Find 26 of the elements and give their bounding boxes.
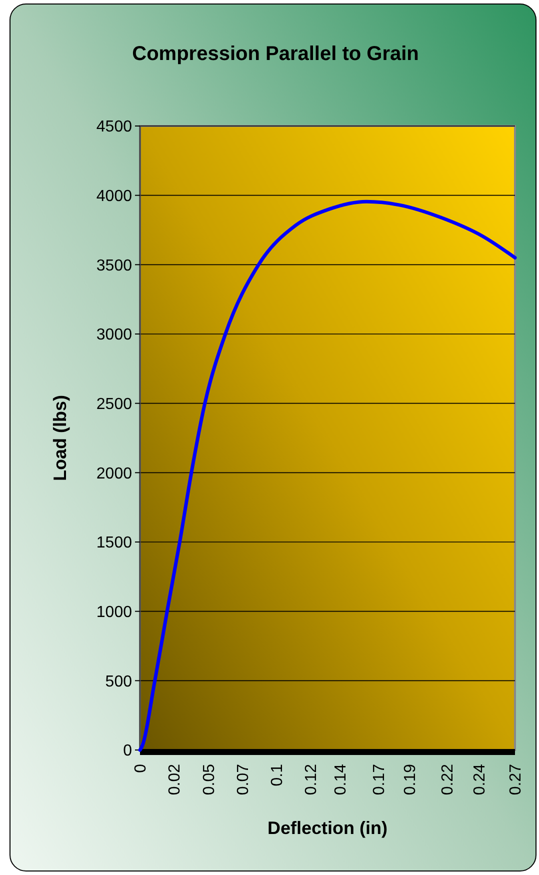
x-tick-label: 0.27 bbox=[508, 764, 525, 796]
x-tick-label: 0.07 bbox=[234, 764, 252, 796]
chart-title: Compression Parallel to Grain bbox=[132, 43, 419, 65]
y-axis-title: Load (lbs) bbox=[50, 395, 70, 481]
line-series bbox=[138, 200, 517, 752]
x-tick-label: 0.17 bbox=[371, 764, 388, 796]
y-tick-label: 4000 bbox=[96, 188, 132, 205]
y-tick-label: 2500 bbox=[96, 396, 132, 413]
x-tick-label: 0.02 bbox=[166, 764, 184, 796]
y-tick-label: 4500 bbox=[96, 118, 132, 136]
x-axis-title: Deflection (in) bbox=[268, 818, 388, 838]
y-tick-label: 500 bbox=[105, 673, 132, 690]
x-tick-label: 0.05 bbox=[200, 764, 218, 796]
x-tick-label: 0.14 bbox=[332, 764, 350, 796]
x-tick-label: 0.1 bbox=[268, 764, 286, 786]
y-tick-label: 1000 bbox=[96, 604, 132, 621]
x-tick-label: 0.24 bbox=[471, 764, 488, 796]
y-tick-label: 0 bbox=[123, 742, 132, 760]
x-tick-label: 0.19 bbox=[402, 764, 420, 796]
y-tick-label: 3500 bbox=[96, 257, 132, 274]
y-tick-label: 1500 bbox=[96, 534, 132, 552]
x-tick-label: 0.22 bbox=[439, 764, 456, 796]
y-tick-label: 2000 bbox=[96, 465, 132, 482]
x-tick-label: 0.12 bbox=[303, 764, 320, 796]
y-tick-label: 3000 bbox=[96, 326, 132, 344]
x-tick-label: 0 bbox=[132, 764, 150, 773]
